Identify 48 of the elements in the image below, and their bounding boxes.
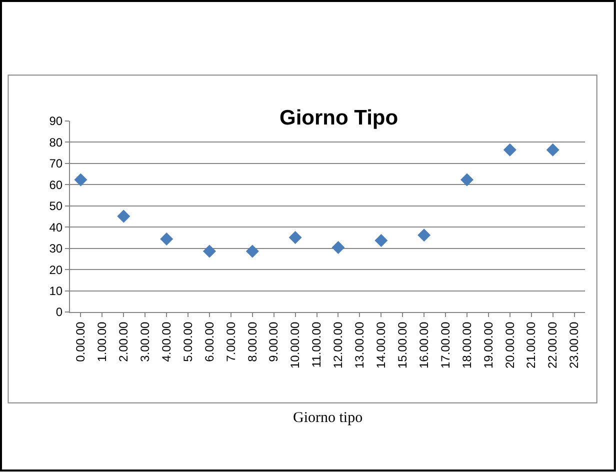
x-tick-label: 12.00.00 xyxy=(331,321,346,369)
y-tick-label: 60 xyxy=(49,178,63,192)
y-tick-label: 10 xyxy=(49,284,63,298)
x-tick-label: 7.00.00 xyxy=(224,321,238,362)
x-tick-label: 21.00.00 xyxy=(524,321,538,369)
point xyxy=(332,240,345,254)
y-tick-label: 30 xyxy=(49,242,63,256)
x-tick-label: 19.00.00 xyxy=(481,321,496,369)
x-tick-label: 2.00.00 xyxy=(116,321,131,362)
x-tick-label: 17.00.00 xyxy=(438,321,452,369)
point xyxy=(374,234,388,247)
x-tick-label: 11.00.00 xyxy=(310,321,324,368)
x-axis-title: Giorno tipo xyxy=(293,410,363,426)
point xyxy=(460,173,474,186)
x-tick-label: 4.00.00 xyxy=(159,321,174,362)
point xyxy=(117,210,130,223)
point xyxy=(503,143,516,156)
x-tick-label: 1.00.00 xyxy=(95,321,110,362)
point xyxy=(546,143,560,156)
x-tick-label: 8.00.00 xyxy=(245,321,260,362)
x-tick-label: 10.00.00 xyxy=(288,321,302,369)
y-tick-label: 40 xyxy=(49,220,63,234)
x-tick-label: 18.00.00 xyxy=(460,321,474,369)
point xyxy=(202,244,216,258)
x-tick-label: 15.00.00 xyxy=(396,321,410,369)
x-tick-label: 5.00.00 xyxy=(180,321,195,362)
point xyxy=(288,231,302,244)
point xyxy=(418,228,431,242)
x-tick-label: 9.00.00 xyxy=(266,321,281,362)
chart-title: Giorno Tipo xyxy=(279,106,398,130)
point xyxy=(246,244,259,258)
x-tick-label: 22.00.00 xyxy=(546,321,560,369)
point xyxy=(160,232,174,246)
x-tick-label: 3.00.00 xyxy=(138,321,152,362)
x-tick-label: 0.00.00 xyxy=(74,321,88,362)
y-tick-label: 0 xyxy=(56,305,63,320)
point xyxy=(74,173,88,186)
x-tick-label: 16.00.00 xyxy=(416,321,431,369)
x-tick-label: 23.00.00 xyxy=(567,321,582,369)
x-tick-label: 14.00.00 xyxy=(374,321,388,369)
y-tick-label: 50 xyxy=(49,199,63,214)
y-tick-label: 90 xyxy=(49,114,63,128)
x-tick-label: 6.00.00 xyxy=(202,321,216,362)
x-tick-label: 20.00.00 xyxy=(502,321,517,369)
y-tick-label: 70 xyxy=(49,156,63,171)
y-tick-label: 80 xyxy=(49,135,63,150)
y-tick-label: 20 xyxy=(49,262,63,277)
x-tick-label: 13.00.00 xyxy=(352,321,367,369)
